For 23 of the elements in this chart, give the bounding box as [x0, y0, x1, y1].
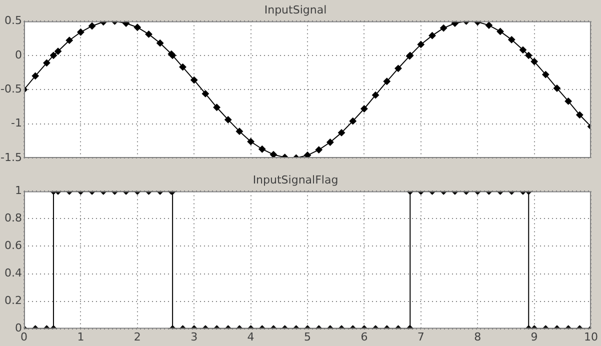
- x-tick-label: 1: [77, 330, 84, 344]
- x-tick-label: 10: [584, 330, 598, 344]
- y-tick-label: 0: [15, 322, 22, 335]
- x-tick-label: 4: [247, 330, 254, 344]
- y-tick-label: -1.5: [0, 150, 22, 164]
- y-tick-label: -0.5: [0, 82, 22, 96]
- y-tick-label: 0.5: [4, 14, 22, 28]
- y-tick-label: 0.8: [4, 212, 22, 225]
- y-tick-label: 0.4: [4, 266, 22, 280]
- y-tick-label: 0.6: [4, 239, 22, 252]
- x-tick-label: 8: [474, 330, 482, 344]
- x-tick-label: 6: [360, 330, 368, 344]
- chart-title: InputSignal: [264, 3, 327, 16]
- x-tick-label: 2: [134, 330, 141, 344]
- chart-title: InputSignalFlag: [252, 173, 338, 186]
- x-tick-label: 7: [417, 330, 424, 344]
- y-tick-label: 0.2: [4, 294, 22, 308]
- x-tick-label: 3: [190, 330, 198, 344]
- y-tick-label: 1: [15, 184, 22, 198]
- y-tick-label: 0: [15, 48, 22, 62]
- x-tick-label: 5: [304, 330, 311, 344]
- y-tick-label: -1: [11, 116, 22, 130]
- x-tick-label: 9: [530, 330, 538, 344]
